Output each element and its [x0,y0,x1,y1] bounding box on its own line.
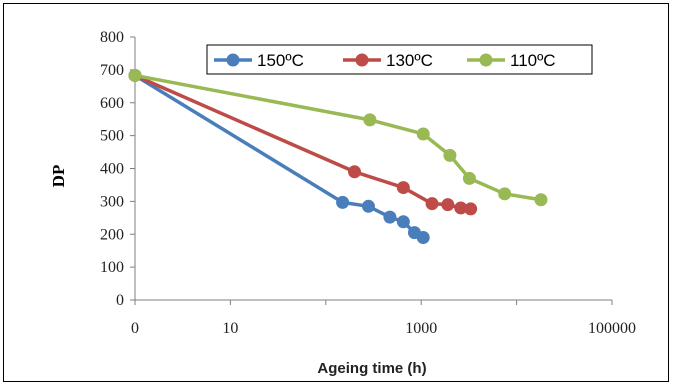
legend-label: 110ºC [510,51,556,70]
data-point [425,197,439,211]
data-point [443,148,457,162]
y-tick-label: 500 [100,128,124,145]
data-point [383,210,397,224]
data-point [498,187,512,201]
legend-item: 150ºC [214,51,304,70]
data-point [416,127,430,141]
x-tick-label: 10 [222,320,238,337]
legend: 150ºC 130ºC 110ºC [206,44,593,75]
data-point [441,198,455,212]
y-axis-title: DP [49,165,68,188]
y-tick-label: 400 [100,161,124,178]
data-point [464,202,478,216]
series-line [134,73,471,211]
x-tick-label: 100000 [588,320,636,337]
data-point [396,181,410,195]
x-axis-title: Ageing time (h) [317,360,426,377]
y-tick-label: 100 [100,259,124,276]
legend-item: 130ºC [343,51,433,70]
y-tick-label: 600 [100,95,124,112]
data-point [454,201,468,215]
legend-label: 130ºC [386,51,433,70]
series-0 [128,68,430,245]
data-point [348,165,362,179]
legend-swatch-marker [226,53,240,67]
series-1 [128,68,478,216]
legend-swatch-marker [355,53,369,67]
data-point [534,193,548,207]
legend-item: 110ºC [467,51,556,70]
x-tick-label: 1000 [405,320,437,337]
data-point [462,171,476,185]
y-axis: 0 100 200 300 400 500 600 700 800 [100,29,136,309]
series-line [134,73,542,202]
legend-box [206,44,593,75]
y-tick-label: 0 [116,292,124,309]
data-point [396,215,410,229]
x-axis: 0 10 1000 100000 [131,299,636,337]
data-point [336,195,350,209]
y-tick-label: 300 [100,193,124,210]
data-point [416,231,430,245]
y-tick-label: 700 [100,62,124,79]
y-tick-label: 200 [100,226,124,243]
legend-swatch-marker [479,53,493,67]
data-point [128,68,142,82]
series-line [134,73,425,240]
x-tick-label: 0 [131,320,139,337]
y-tick-label: 800 [100,29,124,46]
legend-label: 150ºC [257,51,304,70]
data-point [363,113,377,127]
data-point [361,199,375,213]
series-2 [128,68,548,207]
